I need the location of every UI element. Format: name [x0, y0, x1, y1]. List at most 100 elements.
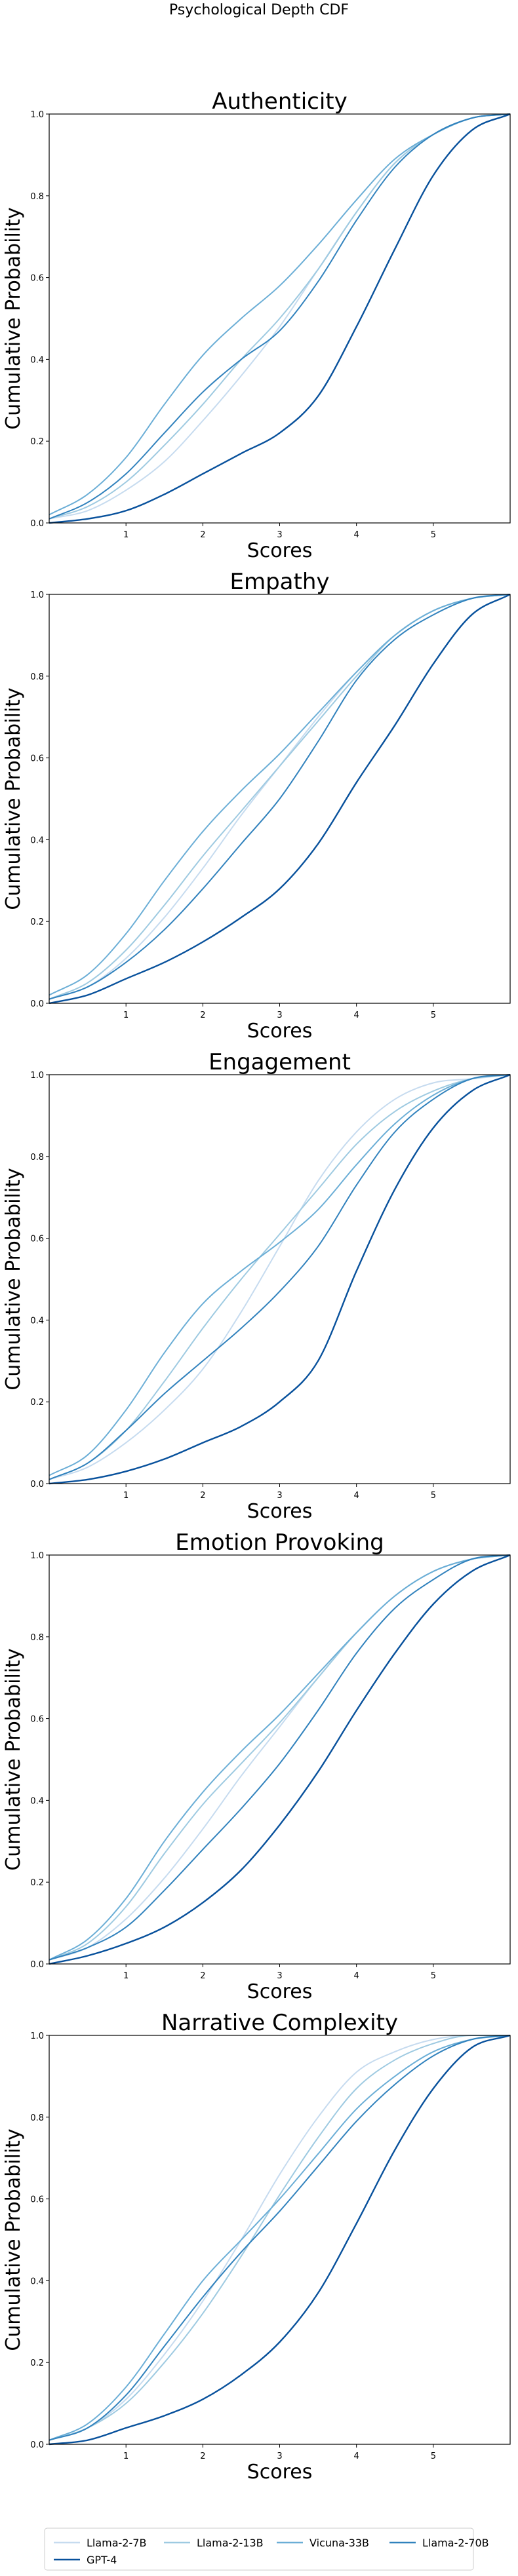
x-tick-label: 2	[200, 1010, 205, 1020]
x-tick-label: 5	[431, 1010, 436, 1020]
y-axis-label: Cumulative Probability	[2, 1648, 25, 1870]
y-axis-label: Cumulative Probability	[2, 207, 25, 429]
y-tick-label: 1.0	[30, 1071, 44, 1081]
chart-title: Narrative Complexity	[161, 2010, 398, 2036]
x-tick-label: 1	[123, 1491, 129, 1501]
x-tick-label: 4	[354, 2451, 359, 2461]
legend-label-vicuna-33b: Vicuna-33B	[309, 2537, 369, 2549]
x-tick-label: 5	[431, 1971, 436, 1981]
series-line-gpt-4	[49, 113, 511, 524]
y-tick-label: 0.6	[30, 754, 44, 764]
series-line-llama-2-13b	[49, 1074, 511, 1480]
x-tick-label: 3	[277, 2451, 282, 2461]
chart-panel-emotion-provoking: Emotion Provoking 0.0 0.2 0.4 0.6 0.8 1.0 1 2 3 4 5…	[2, 1529, 511, 2003]
x-tick-label: 5	[431, 1491, 436, 1501]
y-tick-label: 0.2	[30, 2358, 44, 2368]
x-tick-label: 4	[354, 1491, 359, 1501]
series-line-llama-2-7b	[49, 1074, 511, 1480]
y-tick-label: 0.0	[30, 1480, 44, 1490]
y-tick-label: 1.0	[30, 2031, 44, 2041]
y-tick-label: 0.4	[30, 836, 44, 845]
series-line-vicuna-33b	[49, 2035, 511, 2441]
series-line-vicuna-33b	[49, 594, 511, 996]
x-axis-label: Scores	[247, 539, 313, 562]
y-tick-label: 0.6	[30, 1715, 44, 1725]
y-tick-label: 1.0	[30, 110, 44, 120]
chart-title: Emotion Provoking	[175, 1529, 384, 1556]
y-axis-label: Cumulative Probability	[2, 687, 25, 910]
series-line-llama-2-7b	[49, 2035, 510, 2441]
figure-suptitle: Psychological Depth CDF	[169, 2, 349, 18]
series-line-llama-2-70b	[49, 594, 511, 1000]
series-line-llama-2-7b	[49, 113, 511, 520]
x-axis-label: Scores	[247, 1500, 313, 1523]
x-tick-label: 2	[200, 1971, 205, 1981]
x-axis-label: Scores	[247, 1980, 313, 2003]
series-lines	[49, 1554, 511, 1965]
series-line-llama-2-70b	[49, 2035, 511, 2441]
series-line-llama-2-13b	[49, 113, 511, 520]
x-tick-label: 3	[277, 1491, 282, 1501]
y-tick-label: 0.2	[30, 1398, 44, 1408]
y-tick-label: 0.8	[30, 1153, 44, 1163]
y-axis-label: Cumulative Probability	[2, 2128, 25, 2351]
y-tick-label: 0.4	[30, 1796, 44, 1806]
x-tick-label: 1	[123, 530, 129, 540]
x-tick-label: 1	[123, 2451, 129, 2461]
y-tick-label: 0.4	[30, 2277, 44, 2286]
legend-label-llama-2-13b: Llama-2-13B	[197, 2537, 264, 2549]
series-line-gpt-4	[49, 1073, 511, 1485]
series-lines	[49, 2034, 511, 2446]
y-tick-label: 0.6	[30, 1235, 44, 1244]
series-line-gpt-4	[49, 1554, 511, 1965]
series-line-llama-2-70b	[49, 113, 511, 520]
series-line-vicuna-33b	[49, 113, 511, 516]
series-line-vicuna-33b	[49, 1554, 511, 1961]
y-tick-label: 0.2	[30, 437, 44, 447]
x-tick-label: 3	[277, 1010, 282, 1020]
x-tick-label: 3	[277, 530, 282, 540]
x-axis-label: Scores	[247, 1020, 313, 1043]
series-line-gpt-4	[49, 2034, 511, 2446]
y-tick-label: 0.0	[30, 2440, 44, 2450]
y-tick-label: 0.8	[30, 1633, 44, 1643]
series-line-llama-2-70b	[49, 1554, 511, 1961]
x-tick-label: 4	[354, 1971, 359, 1981]
y-tick-label: 0.2	[30, 917, 44, 927]
chart-panel-engagement: Engagement 0.0 0.2 0.4 0.6 0.8 1.0 1 2 3 4 5 Scores C…	[2, 1049, 511, 1523]
y-tick-label: 0.8	[30, 672, 44, 682]
y-axis-label: Cumulative Probability	[2, 1168, 25, 1390]
legend-label-llama-2-70b: Llama-2-70B	[422, 2537, 489, 2549]
legend-frame	[44, 2528, 474, 2571]
y-tick-label: 0.0	[30, 999, 44, 1009]
axes-frame	[49, 1074, 511, 1484]
x-axis-label: Scores	[247, 2461, 313, 2484]
y-tick-label: 1.0	[30, 590, 44, 600]
x-tick-label: 1	[123, 1010, 129, 1020]
y-tick-label: 0.6	[30, 2195, 44, 2205]
series-line-gpt-4	[49, 593, 511, 1005]
x-tick-label: 4	[354, 1010, 359, 1020]
series-line-llama-2-7b	[49, 594, 511, 1000]
y-tick-label: 0.4	[30, 355, 44, 365]
legend-label-gpt-4: GPT-4	[87, 2554, 117, 2566]
x-tick-label: 2	[200, 530, 205, 540]
x-tick-label: 5	[431, 2451, 436, 2461]
chart-title: Authenticity	[212, 88, 348, 115]
series-line-llama-2-13b	[49, 594, 511, 1000]
series-line-llama-2-13b	[49, 1554, 511, 1961]
y-tick-label: 0.0	[30, 1960, 44, 1970]
y-tick-label: 0.6	[30, 274, 44, 284]
x-tick-label: 3	[277, 1971, 282, 1981]
legend: Llama-2-7B Llama-2-13B Vicuna-33B Llama-2-7…	[44, 2528, 489, 2571]
y-tick-label: 0.8	[30, 2113, 44, 2123]
series-line-llama-2-13b	[49, 2035, 510, 2441]
y-tick-label: 0.2	[30, 1878, 44, 1888]
chart-panel-narrative-complexity: Narrative Complexity 0.0 0.2 0.4 0.6 0.8 1.0 1 2…	[2, 2010, 511, 2484]
axes-frame	[49, 2035, 511, 2445]
x-tick-label: 4	[354, 530, 359, 540]
series-line-llama-2-70b	[49, 1074, 511, 1480]
chart-panel-authenticity: Authenticity 0.0 0.2 0.4 0.6 0.8 1.0 1 2 3 4 5 Score…	[2, 88, 511, 562]
series-line-llama-2-7b	[49, 1554, 511, 1961]
